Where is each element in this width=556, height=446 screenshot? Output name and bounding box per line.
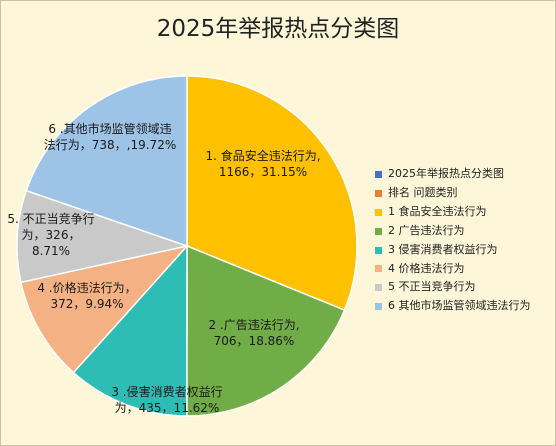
pie-slice-3 — [72, 244, 188, 417]
slice-label-4: 4 .价格违法行为， 372，9.94% — [37, 280, 136, 311]
slice-label-2: 2 .广告违法行为, 706，18.86% — [208, 318, 299, 348]
legend-label: 1 食品安全违法行为 — [388, 204, 487, 218]
legend-label: 3 侵害消费者权益行为 — [388, 242, 498, 256]
pie-slice-1 — [186, 75, 358, 312]
legend-swatch — [375, 284, 382, 292]
legend-swatch — [375, 170, 382, 178]
legend-item: 6 其他市场监管领域违法行为 — [375, 297, 531, 316]
legend-item: 1 食品安全违法行为 — [375, 203, 531, 222]
pie-slice-6 — [25, 75, 188, 248]
legend-label: 2 广告违法行为 — [388, 223, 465, 237]
legend-item: 5 不正当竞争行为 — [375, 278, 531, 297]
legend-label: 4 价格违法行为 — [388, 261, 465, 275]
chart-legend: 2025年举报热点分类图 排名 问题类别 1 食品安全违法行为 2 广告违法行为 3 侵… — [375, 165, 531, 316]
legend-swatch — [375, 303, 382, 311]
pie-slice-2 — [186, 244, 346, 417]
slice-label-3: 3 .侵害消费者权益行为，435，11.62% — [111, 384, 222, 415]
legend-swatch — [375, 265, 382, 273]
legend-swatch — [375, 189, 382, 197]
legend-label: 排名 问题类别 — [388, 185, 458, 199]
legend-item: 2025年举报热点分类图 — [375, 165, 531, 184]
legend-item: 4 价格违法行为 — [375, 260, 531, 279]
slice-label-6: 6 .其他市场监管领域违法行为，738，,19.72% — [44, 121, 176, 152]
legend-label: 2025年举报热点分类图 — [388, 167, 504, 180]
legend-item: 排名 问题类别 — [375, 184, 531, 203]
legend-item: 3 侵害消费者权益行为 — [375, 241, 531, 260]
chart-title: 2025年举报热点分类图 — [156, 16, 400, 42]
pie-slice-4 — [20, 244, 190, 374]
legend-item: 2 广告违法行为 — [375, 222, 531, 241]
legend-swatch — [375, 227, 382, 235]
legend-label: 5 不正当竞争行为 — [388, 280, 476, 294]
legend-swatch — [375, 246, 382, 254]
slice-label-5: 5. 不正当竞争行为，326， 8.71% — [7, 212, 94, 258]
pie-slice-5 — [16, 189, 190, 284]
legend-swatch — [375, 208, 382, 216]
legend-label: 6 其他市场监管领域违法行为 — [388, 299, 531, 313]
slice-label-1: 1. 食品安全违法行为, 1166，31.15% — [205, 148, 320, 179]
